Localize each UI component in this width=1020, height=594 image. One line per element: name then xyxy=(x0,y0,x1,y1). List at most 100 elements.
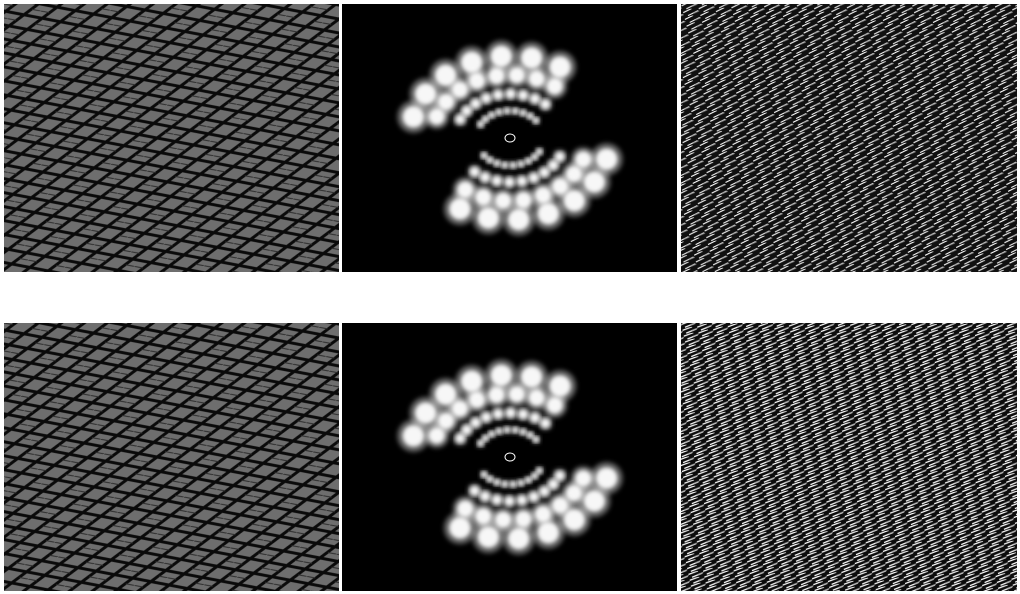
row1-fourier-spectrum xyxy=(342,4,677,272)
spectrum-spot xyxy=(546,77,564,95)
spectrum-spot xyxy=(461,424,472,435)
spectrum-spot xyxy=(460,51,483,74)
spectrum-spot xyxy=(540,418,551,429)
spectrum-spot xyxy=(482,115,489,123)
spectrum-center-ring xyxy=(504,133,516,143)
row1-residual-image xyxy=(681,4,1017,272)
row2-residual-svg xyxy=(681,323,1017,591)
spectrum-spot xyxy=(480,471,488,478)
spectrum-center-ring xyxy=(504,452,516,462)
spectrum-spot xyxy=(469,485,480,496)
spectrum-spot xyxy=(537,521,560,544)
spectrum-spot xyxy=(517,479,525,487)
row2-residual-image xyxy=(681,323,1017,591)
spectrum-spot xyxy=(512,107,519,115)
spectrum-spot xyxy=(501,480,508,488)
spectrum-spot xyxy=(481,412,492,423)
spectrum-spot xyxy=(551,496,569,514)
spectrum-spot xyxy=(493,89,504,100)
spectrum-spot xyxy=(595,467,618,490)
spectrum-spot xyxy=(503,107,511,115)
spectrum-spot xyxy=(477,121,484,128)
spectrum-spot xyxy=(532,117,540,124)
spectrum-spot xyxy=(504,496,515,507)
spectrum-spot xyxy=(507,527,530,550)
spectrum-spot xyxy=(402,424,425,447)
spectrum-spot xyxy=(528,70,546,88)
spectrum-spot xyxy=(528,491,539,502)
spectrum-spot xyxy=(451,400,469,418)
spectrum-spot xyxy=(536,467,543,474)
spectrum-spot xyxy=(517,160,525,168)
spectrum-spot xyxy=(548,160,559,171)
spectrum-spot xyxy=(491,494,502,505)
spectrum-spot xyxy=(515,510,532,528)
spectrum-spot xyxy=(477,440,484,447)
spectrum-spot xyxy=(526,112,534,120)
spectrum-spot xyxy=(493,408,504,419)
spectrum-spot xyxy=(490,45,513,68)
spectrum-spot xyxy=(504,177,515,188)
spectrum-spot xyxy=(534,505,552,523)
spectrum-spot xyxy=(495,108,503,116)
spectrum-spot xyxy=(480,152,488,159)
spectrum-spot xyxy=(488,430,495,438)
spectrum-spot xyxy=(493,479,501,486)
spectrum-spot xyxy=(414,402,437,424)
spectrum-spot xyxy=(525,157,532,165)
spectrum-spot xyxy=(505,88,516,99)
spectrum-spot xyxy=(460,370,483,393)
spectrum-spot xyxy=(469,166,480,177)
spectrum-spot xyxy=(528,172,539,183)
spectrum-spot xyxy=(482,434,489,442)
spectrum-spot xyxy=(480,172,491,183)
spectrum-spot xyxy=(526,431,534,439)
row1-lattice-image xyxy=(4,4,339,272)
row2-lattice-image xyxy=(4,323,339,591)
spectrum-spot xyxy=(477,207,500,229)
row2-spectrum-svg xyxy=(342,323,677,591)
spectrum-spot xyxy=(508,66,526,84)
spectrum-spot xyxy=(488,111,495,119)
spectrum-spot xyxy=(539,486,550,497)
spectrum-spot xyxy=(456,181,474,199)
spectrum-spot xyxy=(402,105,425,128)
spectrum-spot xyxy=(519,109,527,117)
spectrum-spot xyxy=(491,175,502,186)
spectrum-spot xyxy=(468,72,486,90)
spectrum-spot xyxy=(529,93,540,104)
spectrum-spot xyxy=(488,67,505,85)
spectrum-spot xyxy=(509,481,517,488)
spectrum-spot xyxy=(520,366,543,388)
spectrum-spot xyxy=(474,188,492,206)
spectrum-spot xyxy=(470,417,481,428)
spectrum-spot xyxy=(595,148,618,171)
spectrum-spot xyxy=(534,186,552,204)
spectrum-spot xyxy=(470,98,481,109)
row2-lattice-svg xyxy=(4,323,339,591)
spectrum-spot xyxy=(495,427,503,435)
spectrum-spot xyxy=(481,93,492,104)
spectrum-spot xyxy=(414,83,437,105)
spectrum-spot xyxy=(486,156,494,164)
spectrum-spot xyxy=(503,426,511,433)
spectrum-spot xyxy=(516,495,527,506)
spectrum-spot xyxy=(461,105,472,116)
spectrum-spot xyxy=(583,490,606,512)
spectrum-spot xyxy=(525,476,532,484)
spectrum-spot xyxy=(549,56,571,79)
spectrum-spot xyxy=(468,391,486,409)
spectrum-spot xyxy=(519,428,527,435)
spectrum-spot xyxy=(516,176,527,187)
spectrum-spot xyxy=(449,197,471,220)
spectrum-spot xyxy=(540,99,551,110)
spectrum-spot xyxy=(507,208,530,231)
spectrum-spot xyxy=(494,511,512,529)
spectrum-spot xyxy=(537,202,560,225)
spectrum-spot xyxy=(515,191,532,209)
spectrum-spot xyxy=(531,472,538,480)
spectrum-spot xyxy=(480,491,491,502)
spectrum-spot xyxy=(451,81,469,99)
spectrum-spot xyxy=(449,516,471,539)
spectrum-spot xyxy=(520,47,543,69)
